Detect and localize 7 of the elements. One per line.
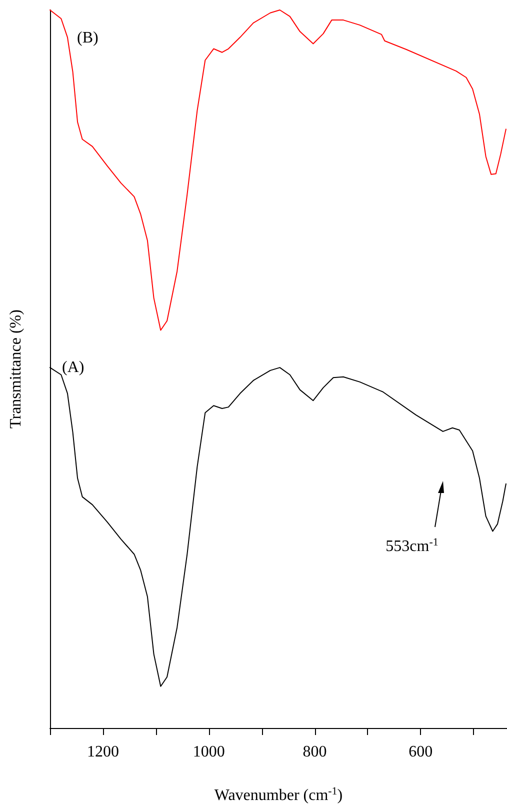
x-tick-label: 800 <box>302 744 327 760</box>
series-label: (B) <box>77 30 98 46</box>
series-label: (A) <box>62 359 84 376</box>
x-tick-label: 1200 <box>86 744 119 760</box>
x-tick-label: 1000 <box>192 744 225 760</box>
y-axis-title: Transmittance (%) <box>8 310 24 428</box>
x-tick-label: 600 <box>408 744 433 760</box>
